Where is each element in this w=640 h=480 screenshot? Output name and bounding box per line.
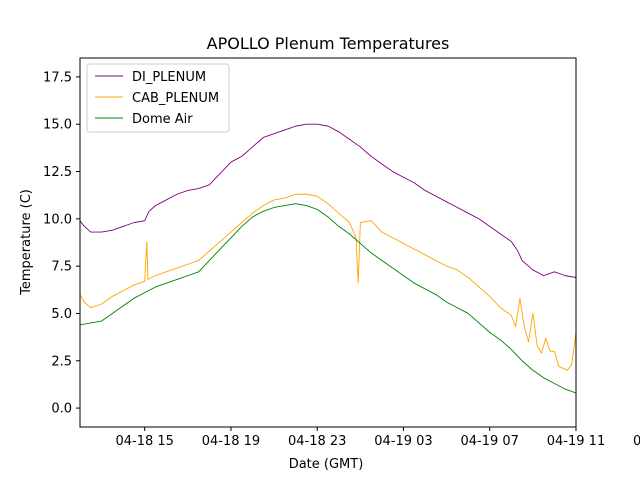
- y-tick-label: 12.5: [43, 165, 72, 180]
- series-line-cab-plenum: [80, 193, 576, 371]
- y-tick-label: 17.5: [43, 70, 72, 85]
- legend-label-cab-plenum: CAB_PLENUM: [132, 91, 219, 106]
- x-axis-label: Date (GMT): [289, 457, 364, 472]
- y-axis-ticks: 0.0 2.5 5.0 7.5 10.0 12.5 15.0 17.5: [43, 70, 80, 417]
- y-axis-label: Temperature (C): [19, 189, 34, 296]
- x-axis-ticks: 04-18 15 04-18 19 04-18 23 04-19 03 04-19 07…: [115, 427, 640, 449]
- y-tick-label: 10.0: [43, 212, 72, 227]
- y-tick-label: 2.5: [51, 354, 72, 369]
- series-line-dome-air: [80, 203, 576, 394]
- series-layer: [80, 123, 576, 394]
- x-tick-label: 04-19 11: [547, 434, 605, 449]
- chart-title: APOLLO Plenum Temperatures: [207, 34, 450, 53]
- y-tick-label: 5.0: [51, 307, 72, 322]
- x-tick-label: 04-18 19: [202, 434, 260, 449]
- plot-frame: [79, 57, 577, 428]
- y-tick-label: 0.0: [51, 402, 72, 417]
- legend: DI_PLENUM CAB_PLENUM Dome Air: [86, 63, 230, 133]
- legend-label-dome-air: Dome Air: [132, 112, 193, 127]
- legend-label-di-plenum: DI_PLENUM: [132, 70, 206, 85]
- y-tick-label: 7.5: [51, 260, 72, 275]
- series-line-di-plenum: [80, 123, 576, 279]
- x-tick-label: 04-18 15: [115, 434, 173, 449]
- x-tick-label: 04-18 23: [288, 434, 346, 449]
- x-tick-label: 04-19 07: [461, 434, 519, 449]
- x-tick-label: 04-19 15: [633, 434, 640, 449]
- legend-box: [86, 63, 230, 133]
- y-tick-label: 15.0: [43, 118, 72, 133]
- x-tick-label: 04-19 03: [374, 434, 432, 449]
